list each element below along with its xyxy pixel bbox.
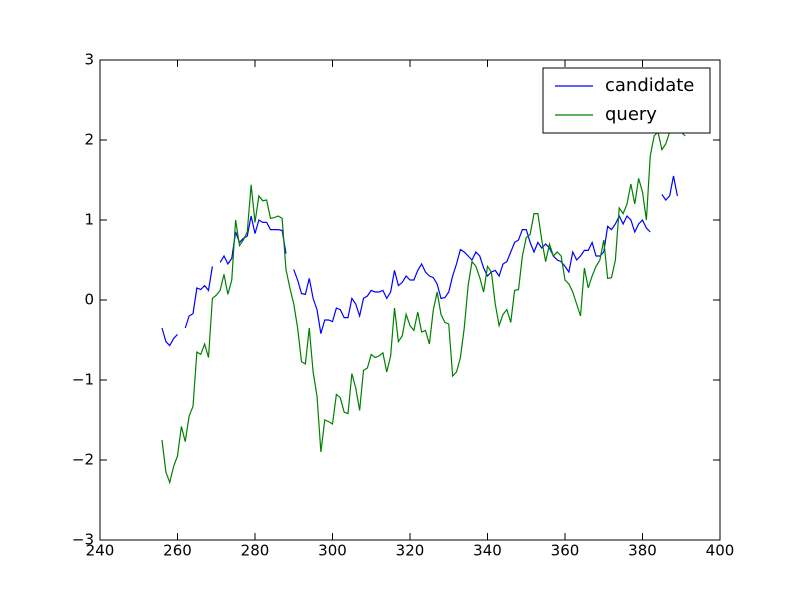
y-tick-label: −1 xyxy=(72,371,94,389)
data-line xyxy=(161,175,678,347)
legend-box xyxy=(542,67,711,134)
x-tick-label: 380 xyxy=(628,542,657,560)
y-tick-label: −2 xyxy=(72,451,94,469)
y-tick-label: 2 xyxy=(84,131,94,149)
legend-label: query xyxy=(605,104,657,125)
legend: candidate query xyxy=(542,67,711,134)
x-tick-label: 360 xyxy=(551,542,580,560)
y-tick-label: −3 xyxy=(72,531,94,549)
x-tick-label: 280 xyxy=(241,542,270,560)
x-tick-label: 260 xyxy=(163,542,192,560)
x-tick-label: 340 xyxy=(473,542,502,560)
y-tick-label: 0 xyxy=(84,291,94,309)
x-tick-label: 300 xyxy=(318,542,347,560)
legend-label: candidate xyxy=(605,75,694,96)
y-tick-label: 1 xyxy=(84,211,94,229)
x-tick-label: 240 xyxy=(86,542,115,560)
y-tick-label: 3 xyxy=(84,51,94,69)
x-tick-label: 400 xyxy=(706,542,735,560)
data-line xyxy=(161,114,686,485)
x-tick-label: 320 xyxy=(396,542,425,560)
